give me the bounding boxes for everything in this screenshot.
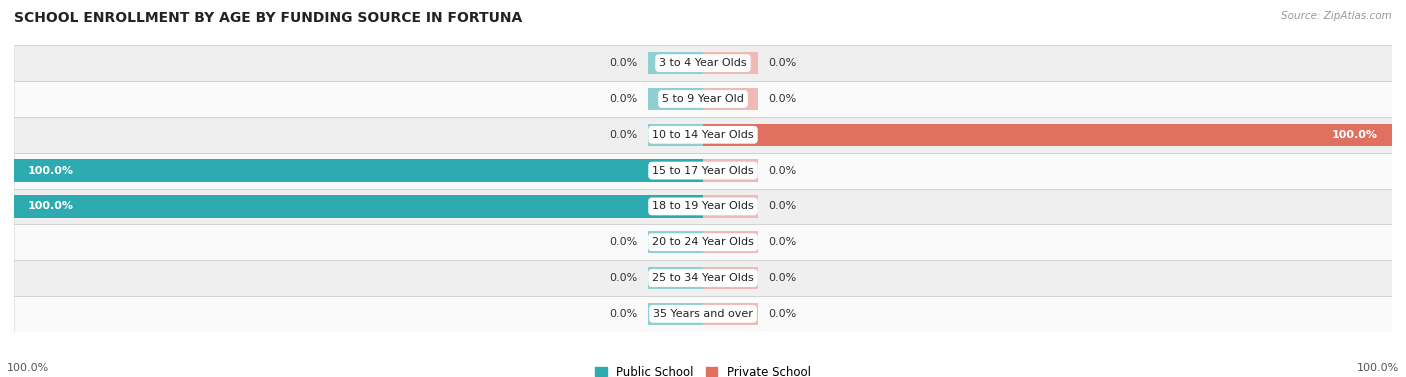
Text: 100.0%: 100.0% [28,201,75,211]
Text: 0.0%: 0.0% [609,273,637,283]
Bar [703,159,758,182]
Text: 100.0%: 100.0% [28,166,75,176]
Text: 100.0%: 100.0% [7,363,49,373]
Bar [703,195,758,218]
Text: 18 to 19 Year Olds: 18 to 19 Year Olds [652,201,754,211]
Text: 0.0%: 0.0% [609,94,637,104]
Bar [14,195,703,218]
Text: 0.0%: 0.0% [609,237,637,247]
Bar [703,124,1392,146]
Bar [14,81,1392,117]
Text: 25 to 34 Year Olds: 25 to 34 Year Olds [652,273,754,283]
Text: 0.0%: 0.0% [609,58,637,68]
Text: 100.0%: 100.0% [1357,363,1399,373]
Text: 0.0%: 0.0% [769,273,797,283]
Text: 0.0%: 0.0% [609,130,637,140]
Bar [14,188,1392,224]
Text: SCHOOL ENROLLMENT BY AGE BY FUNDING SOURCE IN FORTUNA: SCHOOL ENROLLMENT BY AGE BY FUNDING SOUR… [14,11,522,25]
Bar [648,231,703,253]
Text: 20 to 24 Year Olds: 20 to 24 Year Olds [652,237,754,247]
Text: 3 to 4 Year Olds: 3 to 4 Year Olds [659,58,747,68]
Bar [703,231,758,253]
Text: 0.0%: 0.0% [609,309,637,319]
Text: 10 to 14 Year Olds: 10 to 14 Year Olds [652,130,754,140]
Bar [14,159,703,182]
Text: 100.0%: 100.0% [1331,130,1378,140]
Text: 0.0%: 0.0% [769,201,797,211]
Bar [648,303,703,325]
Text: 5 to 9 Year Old: 5 to 9 Year Old [662,94,744,104]
Bar [14,45,1392,81]
Text: 0.0%: 0.0% [769,237,797,247]
Bar [648,52,703,74]
Text: 0.0%: 0.0% [769,58,797,68]
Bar [703,88,758,110]
Bar [648,267,703,289]
Bar [648,124,703,146]
Bar [14,260,1392,296]
Text: 15 to 17 Year Olds: 15 to 17 Year Olds [652,166,754,176]
Text: 0.0%: 0.0% [769,94,797,104]
Text: 0.0%: 0.0% [769,309,797,319]
Text: Source: ZipAtlas.com: Source: ZipAtlas.com [1281,11,1392,21]
Text: 35 Years and over: 35 Years and over [652,309,754,319]
Legend: Public School, Private School: Public School, Private School [591,361,815,377]
Bar [703,267,758,289]
Text: 0.0%: 0.0% [769,166,797,176]
Bar [703,52,758,74]
Bar [14,153,1392,188]
Bar [14,224,1392,260]
Bar [703,303,758,325]
Bar [648,88,703,110]
Bar [14,296,1392,332]
Bar [14,117,1392,153]
